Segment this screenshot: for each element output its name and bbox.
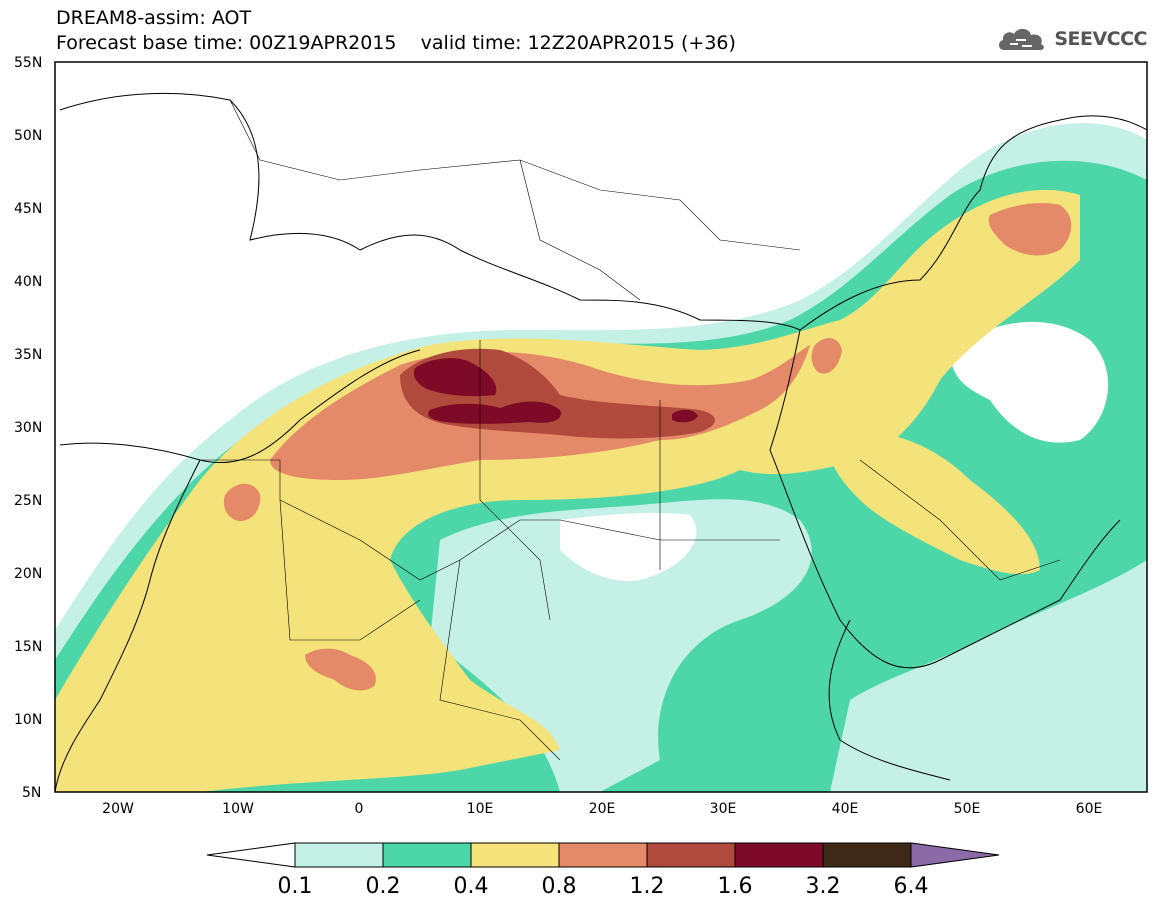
aot-contour-0.8-syria: [811, 338, 842, 374]
aot-low-region-white: [560, 512, 697, 581]
lat-tick-label: 5N: [22, 785, 41, 801]
aot-contour-1.6-egypt: [672, 409, 698, 423]
colorbar-label: 0.4: [454, 874, 489, 899]
aot-low-region-iran: [950, 321, 1109, 443]
colorbar-segment: [382, 842, 472, 868]
lat-tick-label: 50N: [14, 128, 42, 144]
lon-tick-label: 40E: [832, 801, 859, 817]
colorbar-arrow-high: [910, 842, 1000, 868]
aot-contour-0.4-arabia: [829, 432, 1040, 575]
colorbar-label: 0.8: [542, 874, 577, 899]
lat-tick-label: 25N: [14, 493, 42, 509]
colorbar-label: 1.2: [630, 874, 665, 899]
map-title: DREAM8-assim: AOT: [56, 7, 252, 29]
lat-tick-label: 10N: [14, 712, 42, 728]
colorbar-segment: [294, 842, 384, 868]
colorbar-label: 1.6: [718, 874, 753, 899]
lon-axis: 20W 10W 0 10E 20E 30E 40E 50E 60E: [102, 801, 1102, 817]
lat-tick-label: 20N: [14, 566, 42, 582]
aot-contour-1.6: [413, 358, 497, 397]
lon-tick-label: 30E: [710, 801, 737, 817]
coastlines: [55, 92, 1147, 792]
lon-tick-label: 60E: [1076, 801, 1103, 817]
seevccc-logo: SEEVCCC: [996, 24, 1147, 54]
aot-contour-0.8-sahel: [305, 648, 376, 691]
forecast-time-subtitle: Forecast base time: 00Z19APR2015 valid t…: [56, 32, 736, 54]
map-frame: [54, 61, 1148, 793]
colorbar-segment: [558, 842, 648, 868]
colorbar-segment: [822, 842, 912, 868]
country-borders: [200, 99, 1061, 761]
lon-tick-label: 50E: [954, 801, 981, 817]
colorbar-label: 0.2: [366, 874, 401, 899]
aot-contour-1.6-libya: [428, 401, 561, 424]
lon-tick-label: 20W: [102, 801, 134, 817]
lon-tick-label: 10W: [222, 801, 254, 817]
lat-tick-label: 40N: [14, 274, 42, 290]
logo-text: SEEVCCC: [1054, 28, 1147, 50]
colorbar-label: 6.4: [894, 874, 929, 899]
cloud-icon: [999, 28, 1045, 51]
colorbar-label: 3.2: [806, 874, 841, 899]
lat-tick-label: 30N: [14, 420, 42, 436]
lat-axis: 55N 50N 45N 40N 35N 30N 25N 20N 15N 10N …: [14, 55, 42, 801]
lat-tick-label: 55N: [14, 55, 42, 71]
lon-tick-label: 20E: [589, 801, 616, 817]
colorbar-arrow-low: [206, 842, 296, 868]
lat-tick-label: 15N: [14, 639, 42, 655]
colorbar-segment: [734, 842, 824, 868]
lon-tick-label: 10E: [467, 801, 494, 817]
aot-contour-0.8-caspian: [988, 203, 1072, 256]
aot-field: [55, 62, 1147, 792]
lat-tick-label: 45N: [14, 201, 42, 217]
lat-tick-label: 35N: [14, 347, 42, 363]
colorbar-label: 0.1: [278, 874, 313, 899]
colorbar-segment: [646, 842, 736, 868]
aot-contour-0.8-morocco: [223, 483, 261, 521]
lon-tick-label: 0: [355, 801, 364, 817]
colorbar-segment: [470, 842, 560, 868]
